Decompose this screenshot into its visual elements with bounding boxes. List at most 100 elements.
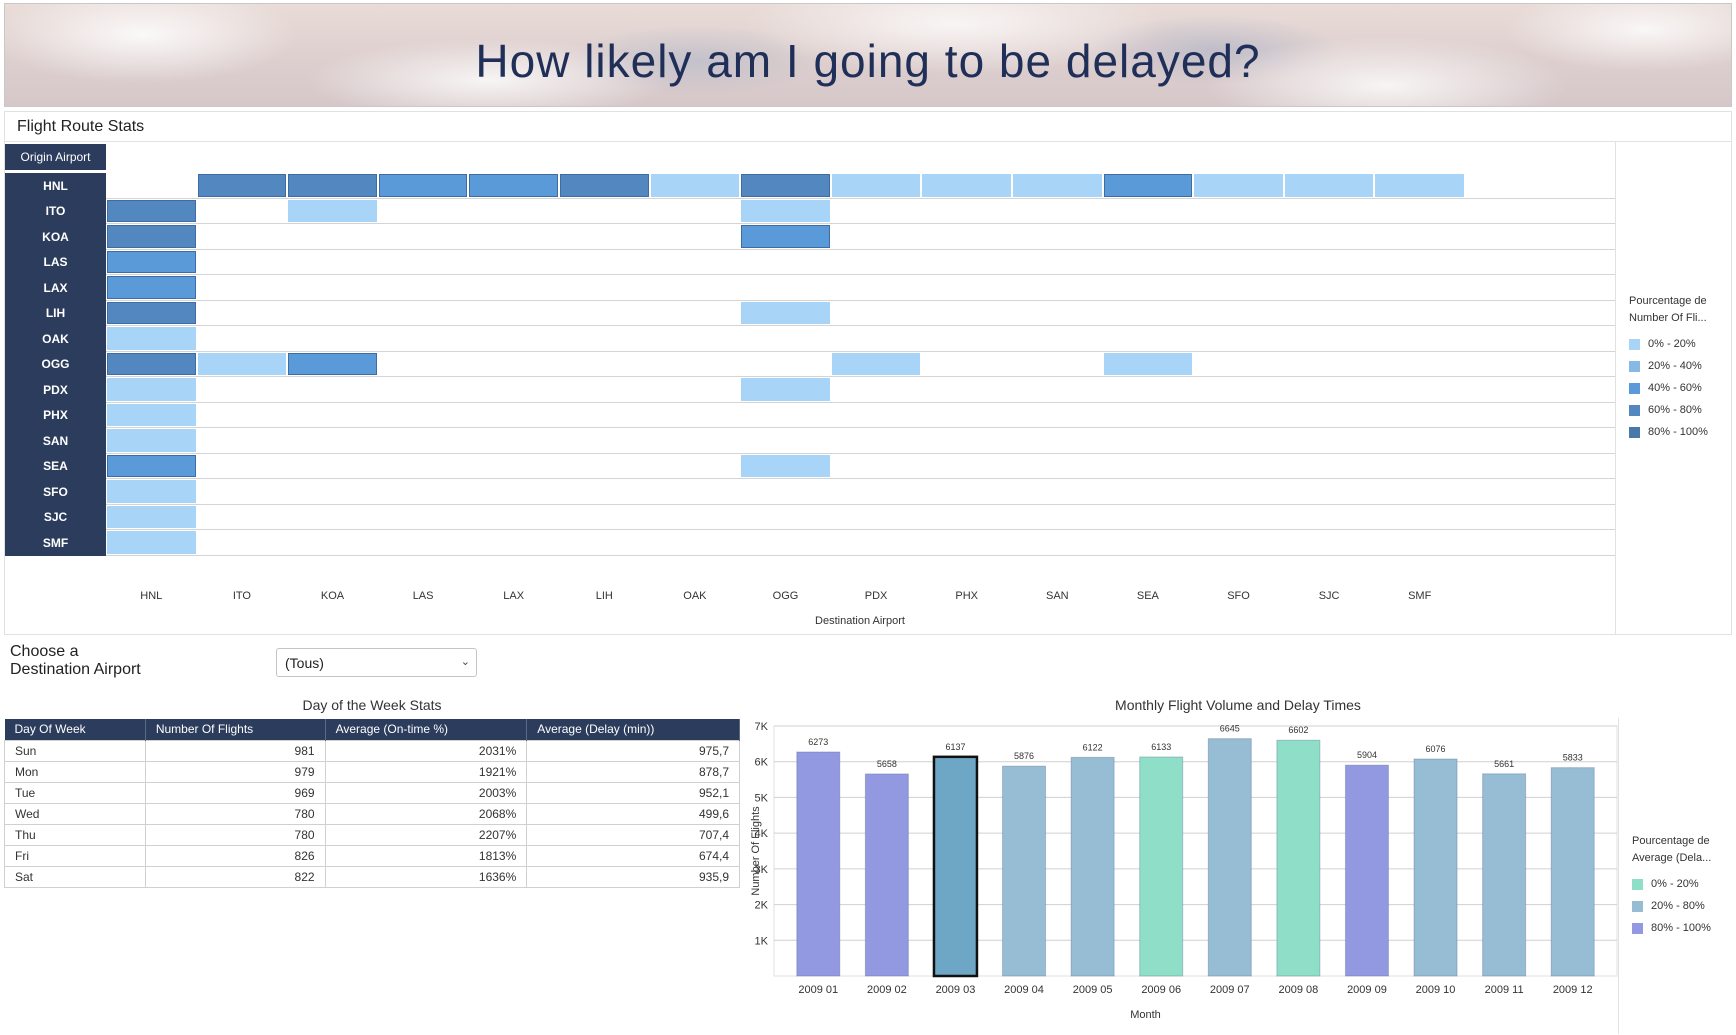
heatmap-cell-oak-hnl[interactable] [107,327,196,350]
table-cell: 499,6 [526,802,740,825]
bar-2009-12[interactable] [1550,767,1595,977]
origin-label-san[interactable]: SAN [5,427,106,454]
x-tick-label: 2009 01 [798,984,838,996]
route-legend[interactable]: Pourcentage de Number Of Fli... 0% - 20%… [1629,293,1708,443]
heatmap-cell-hnl-smf[interactable] [1375,174,1464,197]
delay-legend-item[interactable]: 80% - 100% [1632,917,1711,939]
heatmap-cell-sjc-hnl[interactable] [107,505,196,528]
destination-select-value: (Tous) [285,655,324,671]
destination-label-pdx: PDX [864,590,888,602]
heatmap-cell-las-hnl[interactable] [107,250,196,273]
origin-label-hnl[interactable]: HNL [5,172,106,199]
origin-airport-header: Origin Airport [5,144,106,170]
heatmap-cell-san-hnl[interactable] [107,429,196,452]
bar-2009-09[interactable] [1344,764,1389,977]
column-header[interactable]: Number Of Flights [145,719,326,740]
bar-2009-06[interactable] [1139,756,1184,977]
bar-2009-05[interactable] [1070,756,1115,977]
heatmap-cell-hnl-san[interactable] [1013,174,1102,197]
route-legend-item[interactable]: 0% - 20% [1629,333,1708,355]
heatmap-cell-ogg-hnl[interactable] [107,352,196,375]
heatmap-cell-hnl-sea[interactable] [1103,174,1193,197]
origin-label-smf[interactable]: SMF [5,529,106,556]
heatmap-cell-hnl-oak[interactable] [650,174,740,197]
heatmap-cell-ogg-sea[interactable] [1103,352,1193,375]
bar-2009-07[interactable] [1207,738,1252,977]
chart-legend-divider [1618,718,1619,1034]
bar-2009-03[interactable] [932,755,979,978]
destination-label-sjc: SJC [1318,590,1340,602]
destination-airport-select[interactable]: (Tous) ⌄ [276,648,477,677]
column-header[interactable]: Average (Delay (min)) [526,719,740,740]
heatmap-cell-hnl-lih[interactable] [560,174,649,197]
heatmap-cell-hnl-sjc[interactable] [1284,174,1374,197]
bar-2009-08[interactable] [1276,739,1321,977]
heatmap-cell-ogg-ito[interactable] [197,352,287,375]
heatmap-cell-hnl-sfo[interactable] [1194,174,1283,197]
bar-2009-02[interactable] [864,773,909,977]
bar-2009-10[interactable] [1413,758,1458,977]
y-tick-label: 6K [755,757,769,769]
bar-2009-11[interactable] [1482,773,1527,977]
monthly-bar-chart[interactable]: 1K 2K 3K 4K 5K 6K 7K Number Of Flights 6273 2009 … [744,718,1618,1035]
heatmap-cell-hnl-lax[interactable] [469,174,558,197]
column-header[interactable]: Day Of Week [4,719,146,740]
heatmap-cell-ogg-pdx[interactable] [831,352,921,375]
origin-label-sfo[interactable]: SFO [5,478,106,505]
origin-label-oak[interactable]: OAK [5,325,106,352]
y-tick-label: 5K [755,792,769,804]
origin-label-sjc[interactable]: SJC [5,504,106,530]
heatmap-cell-hnl-pdx[interactable] [831,174,921,197]
origin-label-ito[interactable]: ITO [5,198,106,224]
x-tick-label: 2009 09 [1347,984,1387,996]
route-legend-item[interactable]: 80% - 100% [1629,421,1708,443]
origin-label-sea[interactable]: SEA [5,453,106,479]
bar-2009-04[interactable] [1002,765,1047,977]
heatmap-cell-lih-ogg[interactable] [741,301,830,324]
route-legend-item[interactable]: 20% - 40% [1629,355,1708,377]
heatmap-cell-pdx-ogg[interactable] [741,378,830,401]
destination-filter-label: Choose a Destination Airport [10,643,141,678]
legend-swatch [1629,382,1640,394]
heatmap-cell-ito-hnl[interactable] [107,199,196,222]
day-table-title: Day of the Week Stats [302,697,442,713]
heatmap-cell-lih-hnl[interactable] [107,301,196,324]
origin-label-lih[interactable]: LIH [5,300,106,326]
origin-label-phx[interactable]: PHX [5,402,106,428]
heatmap-cell-hnl-ito[interactable] [197,174,287,197]
heatmap-cell-lax-hnl[interactable] [107,276,196,299]
heatmap-cell-hnl-ogg[interactable] [741,174,830,197]
heatmap-cell-hnl-koa[interactable] [288,174,377,197]
heatmap-cell-sea-hnl[interactable] [107,454,196,477]
table-cell: Sat [4,865,146,888]
heatmap-cell-hnl-las[interactable] [378,174,468,197]
heatmap-cell-hnl-phx[interactable] [922,174,1011,197]
route-legend-item[interactable]: 60% - 80% [1629,399,1708,421]
destination-label-ito: ITO [232,590,251,602]
delay-legend-item[interactable]: 0% - 20% [1632,873,1711,895]
heatmap-cell-sea-ogg[interactable] [741,454,830,477]
heatmap-cell-pdx-hnl[interactable] [107,378,196,401]
heatmap-cell-sfo-hnl[interactable] [107,480,196,503]
heatmap-cell-ito-ogg[interactable] [741,199,830,222]
origin-label-ogg[interactable]: OGG [5,351,106,377]
origin-label-lax[interactable]: LAX [5,274,106,301]
origin-label-pdx[interactable]: PDX [5,376,106,403]
heatmap-cell-smf-hnl[interactable] [107,531,196,554]
heatmap-cell-koa-hnl[interactable] [107,225,196,248]
heatmap-cell-koa-ogg[interactable] [741,225,830,248]
route-legend-item[interactable]: 40% - 60% [1629,377,1708,399]
origin-label-las[interactable]: LAS [5,249,106,275]
x-tick-label: 2009 11 [1485,984,1524,996]
heatmap-row-divider [106,529,1615,530]
origin-label-koa[interactable]: KOA [5,223,106,250]
heatmap-cell-ito-koa[interactable] [288,199,377,222]
table-row: Thu 780 2207% 707,4 [4,823,740,846]
heatmap-cell-ogg-koa[interactable] [288,352,377,375]
table-cell: 878,7 [526,760,740,783]
column-header[interactable]: Average (On-time %) [325,719,528,740]
delay-legend-item[interactable]: 20% - 80% [1632,895,1711,917]
heatmap-cell-phx-hnl[interactable] [107,403,196,426]
delay-legend[interactable]: Pourcentage de Average (Dela... 0% - 20%… [1632,833,1711,939]
bar-2009-01[interactable] [796,751,841,977]
